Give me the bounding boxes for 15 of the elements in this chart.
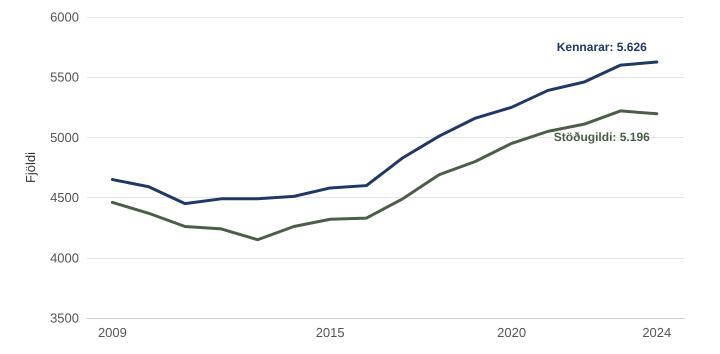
- x-tick-label: 2024: [642, 325, 672, 340]
- annotation: Kennarar: 5.626: [556, 40, 648, 54]
- x-tick-label: 2009: [98, 325, 127, 340]
- y-tick-label: 4500: [50, 190, 79, 206]
- line-series: [110, 109, 658, 242]
- annotation: Stöðugildi: 5.196: [554, 130, 650, 144]
- y-tick-label: 3500: [50, 310, 79, 326]
- x-tick-label: 2020: [497, 325, 526, 340]
- y-tick-label: 5500: [50, 70, 79, 85]
- y-tick-label: 5000: [50, 130, 79, 145]
- line-series: [110, 60, 658, 206]
- y-tick-label: 6000: [50, 10, 79, 24]
- x-tick-label: 2015: [316, 325, 345, 340]
- y-axis-title: Fjöldi: [23, 152, 38, 184]
- y-tick-label: 4000: [50, 250, 79, 266]
